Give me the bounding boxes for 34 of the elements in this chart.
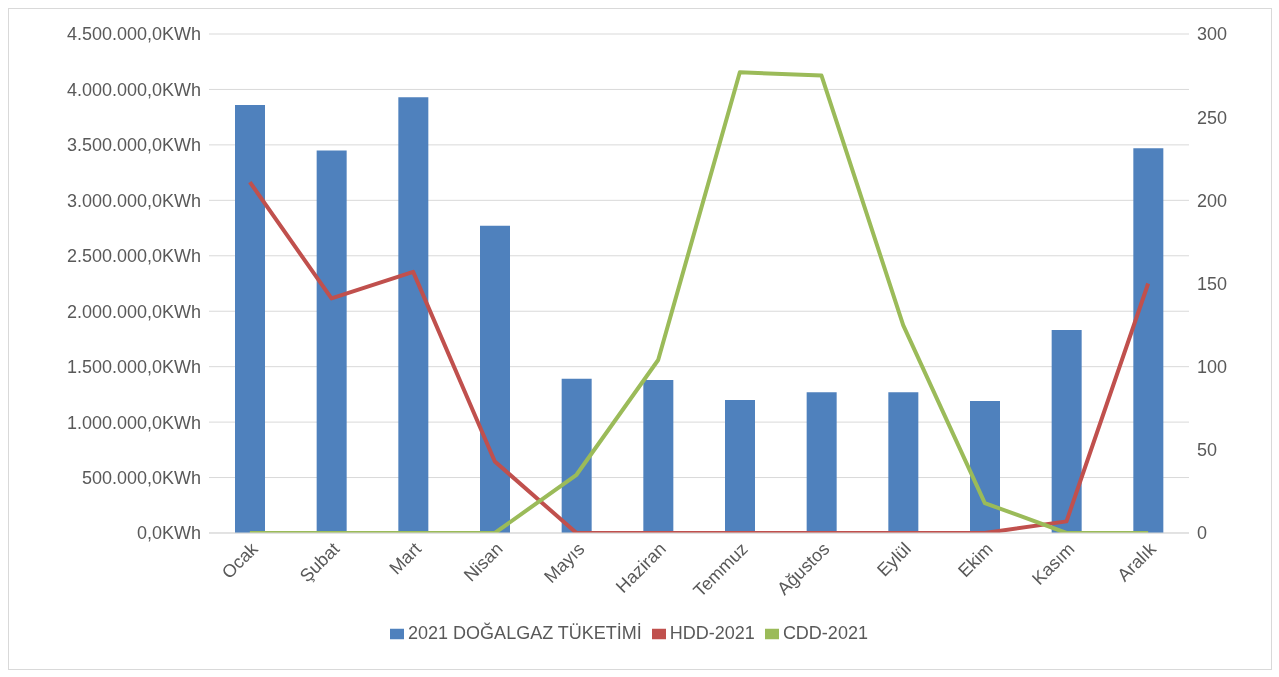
bar: [806, 392, 837, 533]
bar: [1051, 330, 1082, 533]
y-tick-label: 1.000.000,0KWh: [66, 412, 201, 433]
y-tick-label: 0,0KWh: [136, 523, 201, 544]
y-tick-label: 1.500.000,0KWh: [66, 357, 201, 378]
bar: [970, 401, 1000, 533]
legend-label: 2021 DOĞALGAZ TÜKETİMİ: [408, 623, 642, 643]
bar: [316, 150, 347, 533]
y-tick-label: 500.000,0KWh: [81, 467, 201, 488]
bar: [480, 225, 510, 533]
legend-label: CDD-2021: [782, 623, 868, 643]
y-tick-label: 4.000.000,0KWh: [66, 79, 201, 100]
bar: [235, 104, 265, 533]
y-tick-label: 3.500.000,0KWh: [66, 135, 201, 156]
bar: [398, 97, 429, 533]
y2-tick-label: 200: [1197, 190, 1228, 211]
bar: [1133, 148, 1164, 533]
line-series: [247, 70, 1151, 533]
y-tick-label: 2.500.000,0KWh: [66, 246, 201, 267]
legend-label: HDD-2021: [669, 623, 755, 643]
y-tick-label: 2.000.000,0KWh: [66, 301, 201, 322]
y2-tick-label: 100: [1197, 357, 1228, 378]
line-series: [247, 180, 1151, 533]
bar: [561, 378, 592, 533]
y2-tick-label: 300: [1197, 24, 1228, 45]
bar: [643, 379, 674, 533]
y-tick-label: 4.500.000,0KWh: [66, 24, 201, 45]
y2-tick-label: 150: [1197, 273, 1228, 294]
y2-tick-label: 50: [1197, 440, 1218, 461]
y2-tick-label: 0: [1197, 523, 1208, 544]
y-tick-label: 3.000.000,0KWh: [66, 190, 201, 211]
y2-tick-label: 250: [1197, 107, 1228, 128]
bar: [888, 392, 919, 533]
bar: [725, 399, 755, 533]
